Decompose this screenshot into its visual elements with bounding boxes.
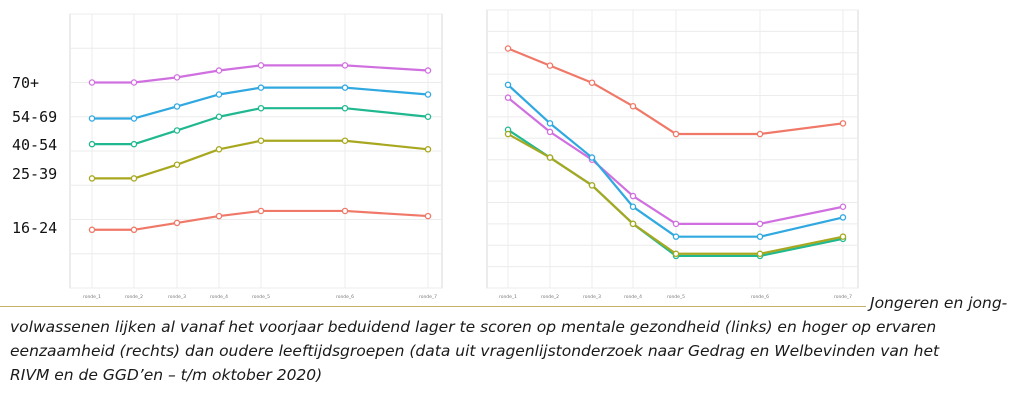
data-point — [257, 62, 265, 69]
data-point — [504, 81, 512, 89]
x-tick-label: ronde_3 — [168, 294, 186, 300]
data-point — [130, 79, 138, 86]
caption-divider — [0, 306, 866, 307]
data-point — [341, 207, 349, 215]
caption-line-2: volwassenen lijken al vanaf het voorjaar… — [10, 318, 937, 336]
x-tick-label: ronde_1 — [83, 294, 101, 300]
age-label-40-54: 40-54 — [12, 136, 58, 154]
data-point — [88, 175, 96, 182]
data-point — [341, 84, 349, 91]
data-point — [424, 146, 432, 153]
data-point — [215, 91, 223, 98]
data-point — [173, 219, 181, 227]
data-point — [341, 62, 349, 69]
age-label-70plus: 70+ — [12, 74, 40, 92]
data-point — [88, 115, 96, 122]
data-point — [504, 130, 512, 138]
data-point — [839, 214, 847, 221]
age-label-25-39: 25-39 — [12, 165, 58, 183]
data-point — [257, 104, 265, 112]
data-point — [672, 130, 680, 138]
data-point — [424, 91, 432, 98]
x-tick-label: ronde_7 — [419, 294, 437, 300]
data-point — [629, 192, 637, 200]
x-tick-label: ronde_6 — [336, 294, 354, 300]
x-tick-label: ronde_1 — [499, 294, 517, 300]
data-point — [215, 113, 223, 121]
caption-line-3: eenzaamheid (rechts) dan oudere leeftijd… — [10, 342, 940, 360]
data-point — [215, 67, 223, 74]
data-point — [504, 45, 512, 52]
data-point — [756, 220, 764, 228]
data-point — [215, 212, 223, 220]
data-point — [173, 74, 181, 81]
data-point — [257, 207, 265, 215]
x-tick-label: ronde_7 — [834, 294, 852, 300]
data-point — [173, 103, 181, 110]
data-point — [424, 212, 432, 220]
data-point — [756, 250, 764, 258]
data-point — [629, 102, 637, 110]
x-tick-label: ronde_6 — [751, 294, 769, 300]
data-point — [88, 140, 96, 148]
data-point — [130, 115, 138, 122]
data-point — [504, 94, 512, 101]
data-point — [130, 226, 138, 234]
line-charts: ronde_1 ronde_2 ronde_3 ronde_4 ronde_5 ronde… — [69, 9, 859, 300]
age-label-54-69: 54-69 — [12, 108, 58, 126]
data-point — [629, 203, 637, 210]
data-point — [839, 233, 847, 240]
caption-line-1: Jongeren en jong- — [870, 294, 1008, 312]
data-point — [839, 203, 847, 210]
data-point — [839, 120, 847, 127]
data-point — [341, 104, 349, 112]
data-point — [424, 67, 432, 74]
data-point — [173, 127, 181, 134]
x-tick-label: ronde_4 — [624, 294, 642, 300]
data-point — [88, 226, 96, 234]
data-point — [546, 62, 554, 69]
x-tick-label: ronde_4 — [210, 294, 228, 300]
age-label-16-24: 16-24 — [12, 219, 58, 237]
data-point — [130, 140, 138, 148]
x-tick-label: ronde_2 — [541, 294, 559, 300]
data-point — [629, 220, 637, 228]
data-point — [672, 220, 680, 228]
caption-line-4: RIVM en de GGD’en – t/m oktober 2020) — [10, 366, 323, 384]
data-point — [215, 146, 223, 153]
data-point — [546, 128, 554, 136]
data-point — [257, 137, 265, 144]
data-point — [672, 233, 680, 240]
x-tick-label: ronde_3 — [583, 294, 601, 300]
data-point — [588, 182, 596, 189]
data-point — [756, 130, 764, 138]
data-point — [424, 113, 432, 121]
data-point — [341, 137, 349, 144]
x-tick-label: ronde_2 — [125, 294, 143, 300]
x-tick-label: ronde_5 — [252, 294, 270, 300]
data-point — [130, 175, 138, 182]
data-point — [588, 79, 596, 86]
chart-panel-1: ronde_1 ronde_2 ronde_3 ronde_4 ronde_5 ronde… — [69, 13, 443, 300]
data-point — [257, 84, 265, 91]
x-tick-label: ronde_5 — [667, 294, 685, 300]
data-point — [672, 250, 680, 258]
data-point — [756, 233, 764, 240]
data-point — [588, 154, 596, 161]
chart-panel-2: ronde_1 ronde_2 ronde_3 ronde_4 ronde_5 ronde… — [486, 9, 859, 300]
data-point — [173, 161, 181, 168]
data-point — [546, 154, 554, 161]
plot-area — [486, 9, 859, 289]
data-point — [546, 120, 554, 127]
data-point — [88, 79, 96, 86]
